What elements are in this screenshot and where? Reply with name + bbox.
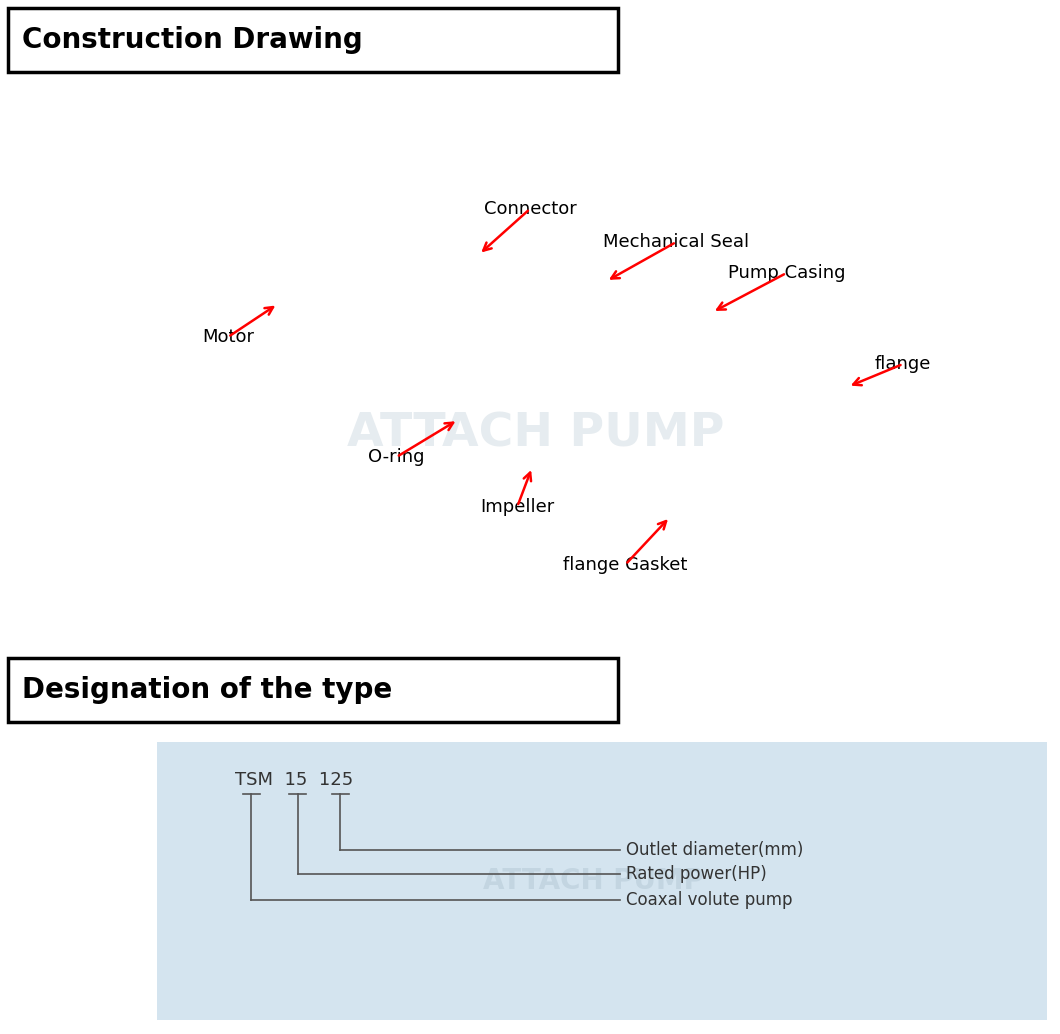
Text: Connector: Connector xyxy=(483,200,577,218)
Text: ATTACH PUMP: ATTACH PUMP xyxy=(347,412,724,457)
Text: Impeller: Impeller xyxy=(480,497,554,516)
Text: flange Gasket: flange Gasket xyxy=(563,555,688,574)
Text: ATTACH PUMP: ATTACH PUMP xyxy=(483,866,704,895)
Text: Construction Drawing: Construction Drawing xyxy=(22,26,363,55)
Text: Rated power(HP): Rated power(HP) xyxy=(626,864,767,883)
Bar xyxy=(8,658,618,722)
Text: Pump Casing: Pump Casing xyxy=(728,264,845,282)
Text: O-ring: O-ring xyxy=(368,448,425,466)
Text: Motor: Motor xyxy=(201,328,254,346)
Bar xyxy=(8,8,618,72)
Text: Coaxal volute pump: Coaxal volute pump xyxy=(626,890,793,909)
Bar xyxy=(157,742,1047,1020)
Text: Mechanical Seal: Mechanical Seal xyxy=(603,233,749,251)
Text: flange: flange xyxy=(874,355,932,373)
Text: Outlet diameter(mm): Outlet diameter(mm) xyxy=(626,841,803,859)
Text: TSM  15  125: TSM 15 125 xyxy=(235,770,354,789)
Text: Designation of the type: Designation of the type xyxy=(22,675,392,704)
